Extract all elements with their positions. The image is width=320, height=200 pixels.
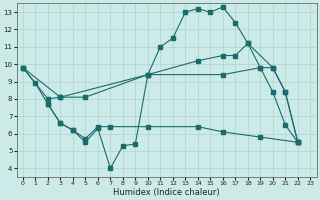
X-axis label: Humidex (Indice chaleur): Humidex (Indice chaleur) [113, 188, 220, 197]
